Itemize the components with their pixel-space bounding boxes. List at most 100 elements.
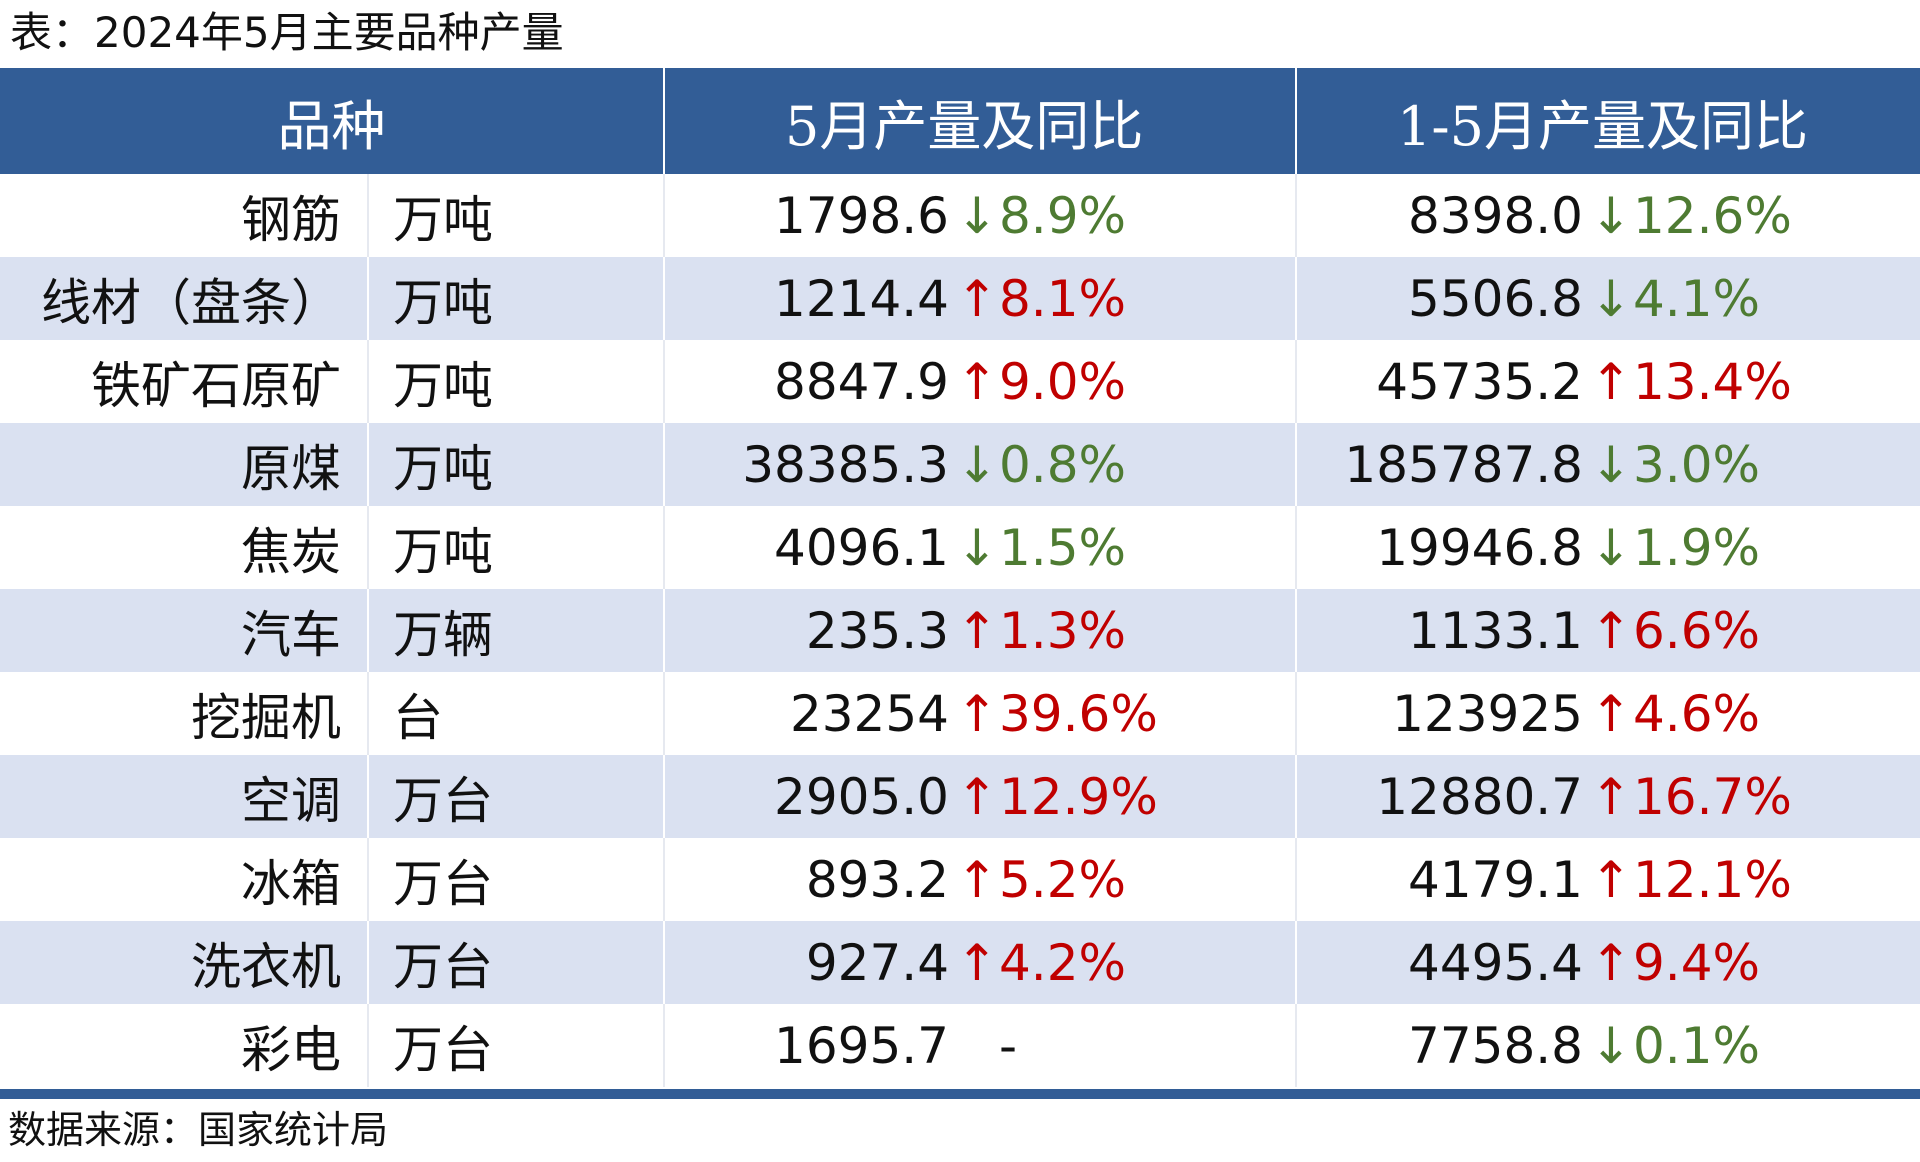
variety-name: 原煤	[0, 423, 369, 506]
ytd-yoy-percent: 4.6%	[1633, 684, 1761, 743]
ytd-trend-arrow-icon: ↓	[1590, 186, 1632, 245]
ytd-output-cell: 4495.4 ↑ 9.4%	[1296, 921, 1920, 1004]
ytd-value: 4179.1	[1408, 850, 1583, 909]
ytd-trend-arrow-icon: ↓	[1590, 435, 1632, 494]
may-value: 23254	[789, 684, 949, 743]
ytd-value: 185787.8	[1344, 435, 1583, 494]
may-value: 1798.6	[774, 186, 949, 245]
ytd-yoy-percent: 16.7%	[1633, 767, 1792, 826]
may-yoy-percent: 12.9%	[999, 767, 1158, 826]
may-yoy-percent: 8.9%	[999, 186, 1127, 245]
ytd-yoy-percent: 1.9%	[1633, 518, 1761, 577]
may-value: 235.3	[805, 601, 949, 660]
header-variety: 品种	[0, 68, 665, 174]
ytd-output-cell: 123925 ↑ 4.6%	[1296, 672, 1920, 755]
table-row: 彩电 万台 1695.7 - 7758.8 ↓ 0.1%	[0, 1004, 1920, 1087]
ytd-output-cell: 45735.2 ↑ 13.4%	[1296, 340, 1920, 423]
unit-label: 万吨	[368, 257, 665, 340]
table-bottom-rule	[0, 1089, 1920, 1099]
table-row: 原煤 万吨 38385.3 ↓ 0.8% 185787.8 ↓ 3.0%	[0, 423, 1920, 506]
ytd-value: 7758.8	[1408, 1016, 1583, 1075]
may-output-cell: 8847.9 ↑ 9.0%	[664, 340, 1297, 423]
table-row: 钢筋 万吨 1798.6 ↓ 8.9% 8398.0 ↓ 12.6%	[0, 174, 1920, 257]
ytd-output-cell: 5506.8 ↓ 4.1%	[1296, 257, 1920, 340]
may-yoy-percent: 8.1%	[999, 269, 1127, 328]
table-row: 空调 万台 2905.0 ↑ 12.9% 12880.7 ↑ 16.7%	[0, 755, 1920, 838]
unit-label: 万吨	[368, 506, 665, 589]
table-row: 挖掘机 台 23254 ↑ 39.6% 123925 ↑ 4.6%	[0, 672, 1920, 755]
may-yoy-percent: 5.2%	[999, 850, 1127, 909]
ytd-yoy-percent: 6.6%	[1633, 601, 1761, 660]
may-trend-arrow-icon: ↑	[956, 352, 998, 411]
header-row: 品种 5月产量及同比 1-5月产量及同比	[0, 68, 1920, 174]
ytd-yoy-percent: 3.0%	[1633, 435, 1761, 494]
variety-name: 焦炭	[0, 506, 369, 589]
unit-label: 万吨	[368, 174, 665, 257]
may-value: 927.4	[805, 933, 949, 992]
unit-label: 万辆	[368, 589, 665, 672]
may-yoy-percent: 1.3%	[999, 601, 1127, 660]
table-title: 表：2024年5月主要品种产量	[10, 8, 564, 57]
unit-label: 万台	[368, 755, 665, 838]
ytd-value: 4495.4	[1408, 933, 1583, 992]
may-output-cell: 927.4 ↑ 4.2%	[664, 921, 1297, 1004]
unit-label: 万台	[368, 921, 665, 1004]
ytd-yoy-percent: 12.6%	[1633, 186, 1792, 245]
ytd-yoy-percent: 9.4%	[1633, 933, 1761, 992]
may-trend-arrow-icon: ↑	[956, 269, 998, 328]
ytd-yoy-percent: 13.4%	[1633, 352, 1792, 411]
variety-name: 线材（盘条）	[0, 257, 369, 340]
may-value: 2905.0	[774, 767, 949, 826]
ytd-yoy-percent: 0.1%	[1633, 1016, 1761, 1075]
may-output-cell: 1214.4 ↑ 8.1%	[664, 257, 1297, 340]
variety-name: 挖掘机	[0, 672, 369, 755]
may-trend-arrow-icon: ↓	[956, 186, 998, 245]
ytd-trend-arrow-icon: ↓	[1590, 518, 1632, 577]
may-output-cell: 1798.6 ↓ 8.9%	[664, 174, 1297, 257]
variety-name: 冰箱	[0, 838, 369, 921]
ytd-output-cell: 7758.8 ↓ 0.1%	[1296, 1004, 1920, 1087]
variety-name: 彩电	[0, 1004, 369, 1087]
header-may-output: 5月产量及同比	[664, 68, 1297, 174]
table-row: 铁矿石原矿 万吨 8847.9 ↑ 9.0% 45735.2 ↑ 13.4%	[0, 340, 1920, 423]
may-trend-arrow-icon: ↑	[956, 933, 998, 992]
table-body: 钢筋 万吨 1798.6 ↓ 8.9% 8398.0 ↓ 12.6% 线材（盘条…	[0, 174, 1920, 1087]
ytd-value: 45735.2	[1376, 352, 1583, 411]
table-row: 冰箱 万台 893.2 ↑ 5.2% 4179.1 ↑ 12.1%	[0, 838, 1920, 921]
variety-name: 汽车	[0, 589, 369, 672]
may-yoy-percent: 0.8%	[999, 435, 1127, 494]
ytd-output-cell: 1133.1 ↑ 6.6%	[1296, 589, 1920, 672]
table-row: 线材（盘条） 万吨 1214.4 ↑ 8.1% 5506.8 ↓ 4.1%	[0, 257, 1920, 340]
production-table-container: 品种 5月产量及同比 1-5月产量及同比 钢筋 万吨 1798.6 ↓ 8.9%…	[0, 68, 1920, 1087]
variety-name: 铁矿石原矿	[0, 340, 369, 423]
may-output-cell: 2905.0 ↑ 12.9%	[664, 755, 1297, 838]
ytd-yoy-percent: 4.1%	[1633, 269, 1761, 328]
table-header: 品种 5月产量及同比 1-5月产量及同比	[0, 68, 1920, 174]
may-trend-arrow-icon: ↑	[956, 767, 998, 826]
may-output-cell: 235.3 ↑ 1.3%	[664, 589, 1297, 672]
may-value: 1695.7	[774, 1016, 949, 1075]
may-output-cell: 4096.1 ↓ 1.5%	[664, 506, 1297, 589]
ytd-output-cell: 4179.1 ↑ 12.1%	[1296, 838, 1920, 921]
variety-name: 空调	[0, 755, 369, 838]
ytd-output-cell: 8398.0 ↓ 12.6%	[1296, 174, 1920, 257]
variety-name: 钢筋	[0, 174, 369, 257]
data-source-note: 数据来源：国家统计局	[8, 1108, 389, 1152]
may-yoy-percent: 1.5%	[999, 518, 1127, 577]
unit-label: 万台	[368, 1004, 665, 1087]
may-yoy-percent: 9.0%	[999, 352, 1127, 411]
ytd-value: 5506.8	[1408, 269, 1583, 328]
variety-name: 洗衣机	[0, 921, 369, 1004]
may-yoy-percent: 39.6%	[999, 684, 1158, 743]
may-value: 893.2	[805, 850, 949, 909]
ytd-yoy-percent: 12.1%	[1633, 850, 1792, 909]
may-output-cell: 38385.3 ↓ 0.8%	[664, 423, 1297, 506]
unit-label: 万吨	[368, 423, 665, 506]
may-value: 8847.9	[774, 352, 949, 411]
may-trend-arrow-icon: ↑	[956, 684, 998, 743]
may-trend-arrow-icon: ↑	[956, 601, 998, 660]
ytd-trend-arrow-icon: ↑	[1590, 601, 1632, 660]
ytd-output-cell: 185787.8 ↓ 3.0%	[1296, 423, 1920, 506]
ytd-value: 19946.8	[1376, 518, 1583, 577]
may-value: 4096.1	[774, 518, 949, 577]
